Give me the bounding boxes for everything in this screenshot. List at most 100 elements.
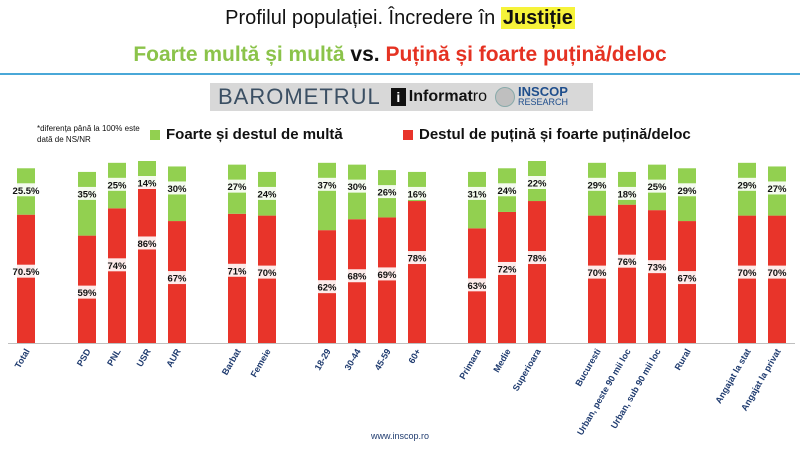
svg-text:70%: 70%	[257, 268, 277, 279]
svg-text:27%: 27%	[767, 184, 787, 195]
data-label-red-11: 78%	[406, 251, 428, 265]
svg-text:59%: 59%	[77, 288, 97, 299]
data-label-red-12: 63%	[466, 278, 488, 292]
tick-label-9: 30-44	[343, 347, 363, 372]
data-label-red-16: 76%	[616, 254, 638, 268]
svg-text:27%: 27%	[227, 182, 247, 193]
svg-text:24%: 24%	[497, 186, 517, 197]
data-label-red-4: 86%	[136, 236, 158, 250]
subtitle-green: Foarte multă și multă	[133, 43, 345, 66]
tick-label-5: AUR	[164, 347, 183, 369]
bar-green-8	[318, 162, 336, 231]
chart-title: Profilul populației. Încredere în Justiț…	[0, 7, 800, 30]
bar-red-11	[408, 201, 426, 343]
data-label-green-8: 37%	[316, 177, 338, 191]
data-label-green-18: 29%	[676, 183, 698, 197]
data-label-green-10: 26%	[376, 185, 398, 199]
bar-red-20	[768, 215, 786, 343]
svg-text:22%: 22%	[527, 179, 547, 190]
svg-text:69%: 69%	[377, 270, 397, 281]
tick-label-18: Rural	[673, 347, 693, 372]
data-label-green-16: 18%	[616, 186, 638, 200]
svg-text:73%: 73%	[647, 263, 667, 274]
data-label-green-1: 25.5%	[10, 183, 42, 197]
bar-red-3	[108, 208, 126, 343]
svg-text:31%: 31%	[467, 189, 487, 200]
tick-label-14: Superioara	[511, 346, 544, 393]
svg-text:35%: 35%	[77, 189, 97, 200]
svg-text:26%: 26%	[377, 188, 397, 199]
legend-swatch-green	[150, 129, 160, 140]
svg-text:70.5%: 70.5%	[13, 267, 40, 278]
data-label-green-7: 24%	[256, 186, 278, 200]
data-label-green-13: 24%	[496, 183, 518, 197]
inscop-sub: RESEARCH	[518, 97, 569, 107]
tick-label-12: Primara	[457, 346, 483, 381]
data-label-green-9: 30%	[346, 179, 368, 193]
bar-red-6	[228, 213, 246, 343]
data-label-green-4: 14%	[136, 176, 158, 190]
svg-text:78%: 78%	[527, 254, 547, 265]
svg-text:72%: 72%	[497, 264, 517, 275]
legend-item-green: Foarte și destul de multă	[150, 126, 343, 143]
svg-text:63%: 63%	[467, 281, 487, 292]
inscop-circle-icon	[495, 87, 516, 107]
footer-url: www.inscop.ro	[370, 431, 430, 441]
data-label-red-14: 78%	[526, 251, 548, 265]
svg-text:78%: 78%	[407, 254, 427, 265]
data-label-green-20: 27%	[766, 181, 788, 195]
svg-text:16%: 16%	[407, 189, 427, 200]
svg-text:68%: 68%	[347, 272, 367, 283]
data-label-red-18: 67%	[676, 271, 698, 285]
svg-text:29%: 29%	[737, 180, 757, 191]
svg-text:67%: 67%	[167, 274, 187, 285]
svg-text:71%: 71%	[227, 266, 247, 277]
data-label-green-12: 31%	[466, 186, 488, 200]
data-label-green-6: 27%	[226, 179, 248, 193]
tick-label-4: USR	[135, 347, 153, 369]
data-label-green-19: 29%	[736, 177, 758, 191]
data-label-red-15: 70%	[586, 265, 608, 279]
bar-red-19	[738, 215, 756, 343]
tick-label-1: Total	[13, 347, 32, 370]
informat-i-icon: i	[390, 88, 406, 106]
svg-text:29%: 29%	[677, 186, 697, 197]
data-label-red-10: 69%	[376, 267, 398, 281]
title-divider	[0, 73, 800, 75]
tick-label-13: Medie	[491, 347, 512, 374]
svg-text:37%: 37%	[317, 180, 337, 191]
data-label-red-7: 70%	[256, 265, 278, 279]
bar-red-16	[618, 204, 636, 343]
svg-text:67%: 67%	[677, 274, 697, 285]
svg-text:76%: 76%	[617, 257, 637, 268]
data-label-red-9: 68%	[346, 269, 368, 283]
tick-label-10: 45-59	[373, 347, 393, 372]
legend-item-red: Destul de puțină și foarte puțină/deloc	[403, 126, 691, 143]
bar-green-2	[78, 171, 96, 236]
bar-red-14	[528, 201, 546, 343]
ns-nr-footnote: *diferența până la 100% este dată de NS/…	[37, 124, 140, 144]
tick-label-16: Urban, peste 90 mii loc	[575, 347, 633, 437]
inscop-logo: INSCOP RESEARCH	[495, 84, 569, 108]
data-label-green-17: 25%	[646, 179, 668, 193]
data-label-red-1: 70.5%	[10, 264, 42, 278]
chart-subtitle: Foarte multă și multă vs. Puțină și foar…	[0, 43, 800, 67]
bar-red-1	[17, 214, 35, 343]
data-label-red-3: 74%	[106, 258, 128, 272]
svg-text:70%: 70%	[767, 268, 787, 279]
bar-red-13	[498, 211, 516, 343]
svg-text:18%: 18%	[617, 189, 637, 200]
data-label-green-11: 16%	[406, 186, 428, 200]
svg-text:25%: 25%	[647, 182, 667, 193]
tick-label-3: PNL	[105, 347, 123, 368]
tick-label-8: 18-29	[313, 347, 333, 372]
barometrul-logo: BAROMETRUL	[218, 84, 381, 109]
subtitle-vs: vs.	[350, 43, 380, 66]
inscop-name: INSCOP	[518, 84, 568, 99]
informat-name: Informat	[408, 88, 473, 105]
svg-text:74%: 74%	[107, 261, 127, 272]
data-label-red-19: 70%	[736, 265, 758, 279]
data-label-red-5: 67%	[166, 271, 188, 285]
svg-text:86%: 86%	[137, 239, 157, 250]
data-label-red-20: 70%	[766, 265, 788, 279]
